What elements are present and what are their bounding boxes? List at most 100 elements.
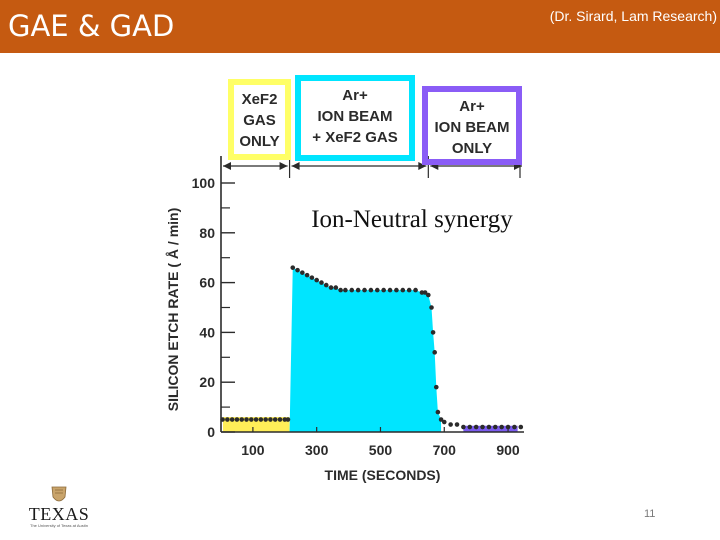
data-point [268,417,273,422]
data-point [413,287,418,293]
phase-label: ION BEAM [435,119,510,136]
data-point [512,424,517,430]
phase-arrow-head-right [279,162,288,170]
data-point [323,282,329,288]
data-point [426,292,431,298]
data-point [258,417,264,422]
gas-only-fill [223,417,290,432]
data-point [492,424,498,430]
data-point [374,287,380,293]
data-point [430,330,436,335]
data-point [448,422,453,427]
data-point [229,417,235,422]
y-tick-label: 60 [199,275,215,291]
data-point [309,275,315,280]
data-point [400,287,406,293]
x-tick-label: 100 [241,442,265,458]
data-point [300,270,305,275]
slide-title: GAE & GAD [8,9,175,43]
data-point [387,287,393,293]
x-tick-label: 700 [433,442,457,458]
phase-label: XeF2 [242,91,278,108]
phase-label: ONLY [239,133,279,150]
logo-subtext: The University of Texas at Austin [30,523,88,528]
y-tick-label: 100 [192,175,216,191]
data-point [285,417,291,422]
phase-label: ION BEAM [318,108,393,125]
data-point [454,422,460,427]
data-point [499,424,504,430]
ion-only-fill [463,425,518,432]
data-point [263,417,268,422]
synergy-fill [289,267,442,432]
longhorn-seal-icon [51,486,67,502]
data-point [249,417,254,422]
logo-wordmark: TEXAS [28,504,90,524]
data-point [368,287,374,293]
slide-header: GAE & GAD (Dr. Sirard, Lam Research) [0,0,720,53]
phase-arrow-head-right [418,162,427,170]
data-point [239,417,245,422]
phase-arrow-head-left [291,162,300,170]
data-point [282,417,288,422]
data-point [505,424,511,430]
page-number: 11 [644,508,656,520]
phase-box [228,79,291,160]
university-logo: TEXAS The University of Texas at Austin [18,484,100,528]
data-point [381,287,386,293]
y-tick-label: 0 [207,424,215,440]
y-tick-label: 40 [199,324,215,340]
data-point [467,424,473,430]
data-point [355,287,361,293]
data-point [328,285,334,290]
data-point [480,424,485,430]
phase-arrow-head-left [223,162,231,170]
data-point [422,290,428,295]
data-point [435,409,441,415]
data-point [220,417,225,422]
data-point [244,417,249,422]
data-point [338,287,343,293]
data-point [319,280,324,285]
data-point [518,424,524,430]
data-point [419,290,425,295]
y-axis-label: SILICON ETCH RATE ( Å / min) [165,208,181,412]
data-point [234,417,240,422]
data-point [253,417,259,422]
data-point [295,267,300,273]
data-point [461,424,466,430]
data-point [333,285,339,290]
phase-box [295,75,415,161]
y-tick-label: 20 [199,374,215,390]
credit-text: (Dr. Sirard, Lam Research) [549,8,717,24]
data-point [362,287,367,293]
data-point [432,350,437,355]
phase-label: Ar+ [459,98,485,115]
phase-label: Ar+ [342,87,368,104]
data-point [441,419,447,425]
phase-label: GAS [243,112,276,129]
x-axis-label: TIME (SECONDS) [325,467,441,483]
y-tick-label: 80 [199,225,215,241]
phase-label: + XeF2 GAS [312,129,397,146]
x-tick-label: 500 [369,442,393,458]
data-point [277,417,283,422]
data-point [406,287,412,293]
data-point [429,305,434,310]
data-point [349,287,355,293]
data-point [433,384,439,390]
data-point [314,277,319,283]
phase-label: ONLY [452,140,492,157]
data-point [304,272,310,278]
x-tick-label: 300 [305,442,329,458]
data-point [438,417,444,422]
data-point [290,265,296,270]
data-point [225,417,230,422]
phase-box [422,86,522,165]
data-point [272,417,278,422]
synergy-annotation: Ion-Neutral synergy [311,206,513,233]
data-point [343,287,348,293]
x-tick-label: 900 [496,442,520,458]
data-point [473,424,479,430]
